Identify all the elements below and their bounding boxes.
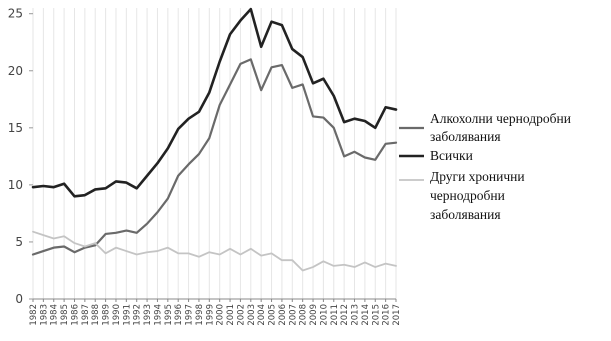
- y-tick-label: 20: [8, 64, 23, 78]
- x-tick-label: 1990: [112, 304, 122, 326]
- legend-label: чернодробни: [430, 188, 505, 203]
- x-tick-label: 2011: [330, 304, 340, 326]
- x-tick-label: 1999: [205, 304, 215, 326]
- x-tick-label: 2002: [236, 304, 246, 326]
- x-tick-label: 2012: [340, 304, 350, 326]
- legend-label: заболявания: [430, 207, 501, 222]
- x-tick-label: 1996: [174, 304, 184, 326]
- y-tick-label: 10: [8, 178, 23, 192]
- x-tick-label: 2000: [216, 304, 226, 326]
- x-tick-label: 1986: [70, 304, 80, 326]
- grid: [32, 8, 397, 299]
- x-tick-label: 2005: [268, 304, 278, 326]
- series-line-0: [31, 58, 398, 256]
- x-tick-label: 2003: [247, 304, 257, 326]
- x-tick-label: 1998: [195, 304, 205, 326]
- x-tick-label: 1994: [153, 304, 163, 326]
- x-tick-label: 1987: [81, 304, 91, 326]
- x-tick-label: 2004: [257, 304, 267, 326]
- x-tick-label: 1985: [60, 304, 70, 326]
- y-tick-label: 15: [8, 121, 23, 135]
- series-line-2: [32, 230, 397, 272]
- x-tick-label: 1993: [143, 304, 153, 326]
- x-tick-label: 2017: [392, 304, 402, 326]
- x-tick-label: 2009: [309, 304, 319, 326]
- legend-label: Алкохолни чернодробни: [430, 111, 571, 126]
- y-axis: 0 5 10 15 20 25: [8, 7, 33, 306]
- x-tick-label: 2006: [278, 304, 288, 326]
- legend-label: заболявания: [430, 129, 501, 144]
- legend: Алкохолни чернодробни заболявания Всички Др…: [399, 111, 571, 222]
- x-axis: 1982 1983 1984 1985 1986 1987 1988 1989 1990 1991…: [29, 298, 402, 326]
- x-tick-label: 1983: [39, 304, 49, 326]
- x-tick-label: 2016: [382, 304, 392, 326]
- y-tick-label: 5: [15, 235, 23, 249]
- x-tick-label: 1984: [50, 304, 60, 326]
- x-tick-label: 1991: [122, 304, 132, 326]
- x-tick-label: 2014: [361, 304, 371, 326]
- series-group: [31, 7, 398, 272]
- x-tick-label: 2013: [351, 304, 361, 326]
- x-tick-label: 2010: [319, 304, 329, 326]
- x-tick-label: 1982: [29, 304, 39, 326]
- legend-label: Други хронични: [430, 169, 525, 184]
- x-tick-label: 2007: [288, 304, 298, 326]
- x-tick-label: 1988: [91, 304, 101, 326]
- x-tick-label: 1995: [164, 304, 174, 326]
- y-tick-label: 0: [15, 292, 23, 306]
- x-tick-label: 1997: [185, 304, 195, 326]
- x-tick-label: 1989: [102, 304, 112, 326]
- legend-label: Всички: [430, 148, 473, 163]
- x-tick-label: 2008: [299, 304, 309, 326]
- x-tick-label: 2001: [226, 304, 236, 326]
- y-tick-label: 25: [8, 7, 23, 21]
- x-tick-label: 2015: [371, 304, 381, 326]
- x-tick-label: 1992: [133, 304, 143, 326]
- series-line-1: [31, 7, 398, 198]
